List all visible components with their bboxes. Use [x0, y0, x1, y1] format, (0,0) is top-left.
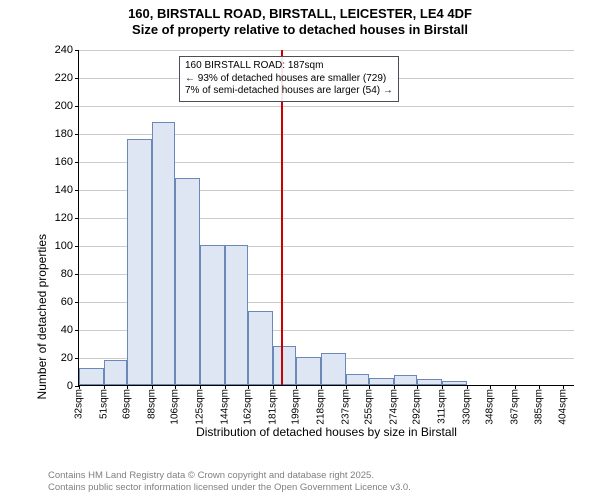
- bar: [369, 378, 394, 385]
- xtick-label: 106sqm: [170, 389, 181, 425]
- chart: Number of detached properties 160 BIRSTA…: [44, 44, 584, 424]
- bar: [152, 122, 175, 385]
- title-line2: Size of property relative to detached ho…: [0, 22, 600, 38]
- bar: [127, 139, 152, 385]
- xtick-label: 348sqm: [485, 389, 496, 425]
- xtick-label: 274sqm: [389, 389, 400, 425]
- ytick-label: 200: [55, 100, 73, 112]
- ytick-label: 140: [55, 184, 73, 196]
- x-axis-label: Distribution of detached houses by size …: [196, 425, 457, 439]
- xtick-label: 51sqm: [98, 389, 109, 419]
- ytick-label: 20: [61, 352, 73, 364]
- xtick-label: 181sqm: [267, 389, 278, 425]
- ytick-label: 60: [61, 296, 73, 308]
- ytick-label: 0: [67, 380, 73, 392]
- attribution-line1: Contains HM Land Registry data © Crown c…: [48, 470, 411, 482]
- xtick-label: 88sqm: [146, 389, 157, 419]
- bar: [200, 245, 225, 385]
- xtick-label: 311sqm: [437, 389, 448, 424]
- bar: [273, 346, 296, 385]
- xtick-label: 385sqm: [533, 389, 544, 425]
- ytick-label: 220: [55, 72, 73, 84]
- bar: [296, 357, 321, 385]
- chart-title: 160, BIRSTALL ROAD, BIRSTALL, LEICESTER,…: [0, 0, 600, 39]
- xtick-label: 162sqm: [243, 389, 254, 425]
- bar: [225, 245, 248, 385]
- ytick-label: 240: [55, 44, 73, 56]
- ytick-label: 40: [61, 324, 73, 336]
- xtick-label: 125sqm: [195, 389, 206, 425]
- callout-line2: ← 93% of detached houses are smaller (72…: [185, 73, 393, 86]
- callout-line1: 160 BIRSTALL ROAD: 187sqm: [185, 60, 393, 73]
- attribution-line2: Contains public sector information licen…: [48, 482, 411, 494]
- bar: [175, 178, 200, 385]
- bar: [104, 360, 127, 385]
- xtick-label: 292sqm: [412, 389, 423, 425]
- xtick-label: 218sqm: [316, 389, 327, 425]
- xtick-label: 69sqm: [122, 389, 133, 419]
- plot-area: 160 BIRSTALL ROAD: 187sqm ← 93% of detac…: [78, 50, 574, 386]
- xtick-label: 367sqm: [510, 389, 521, 425]
- bar: [248, 311, 273, 385]
- attribution: Contains HM Land Registry data © Crown c…: [48, 470, 411, 494]
- bar: [417, 379, 442, 385]
- ytick-label: 160: [55, 156, 73, 168]
- xtick-label: 199sqm: [291, 389, 302, 425]
- bar: [321, 353, 346, 385]
- title-line1: 160, BIRSTALL ROAD, BIRSTALL, LEICESTER,…: [0, 6, 600, 22]
- xtick-label: 404sqm: [558, 389, 569, 425]
- bar: [394, 375, 417, 385]
- y-axis-label: Number of detached properties: [35, 234, 49, 399]
- ytick-label: 80: [61, 268, 73, 280]
- xtick-label: 144sqm: [219, 389, 230, 425]
- xtick-label: 330sqm: [461, 389, 472, 425]
- xtick-label: 237sqm: [340, 389, 351, 425]
- ytick-label: 120: [55, 212, 73, 224]
- ytick-label: 180: [55, 128, 73, 140]
- bar: [442, 381, 467, 385]
- callout-line3: 7% of semi-detached houses are larger (5…: [185, 85, 393, 98]
- callout-box: 160 BIRSTALL ROAD: 187sqm ← 93% of detac…: [179, 56, 399, 102]
- xtick-label: 32sqm: [74, 389, 85, 419]
- bar: [346, 374, 369, 385]
- xtick-label: 255sqm: [364, 389, 375, 425]
- ytick-label: 100: [55, 240, 73, 252]
- bar: [79, 368, 104, 385]
